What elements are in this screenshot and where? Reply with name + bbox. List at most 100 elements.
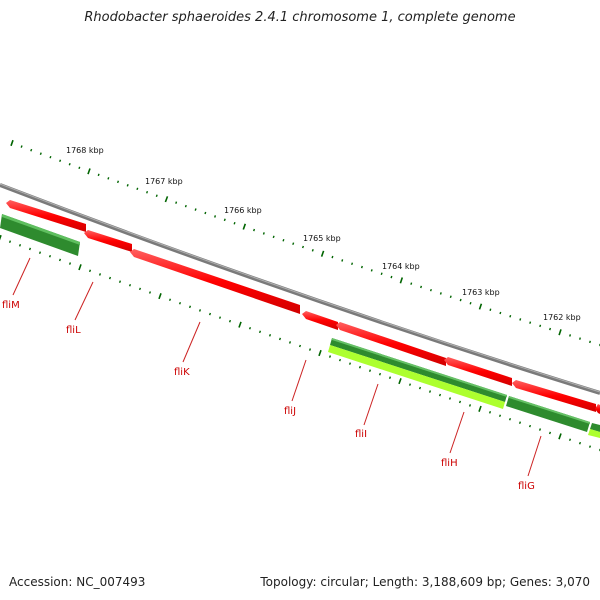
cds-bar-fliI[interactable] <box>330 338 507 402</box>
inner-tick-31 <box>308 348 312 351</box>
outer-tick-49 <box>489 308 492 311</box>
inner-tick-11 <box>108 276 112 280</box>
gene-label-fliI[interactable]: fliI <box>355 429 367 440</box>
inner-tick-37 <box>368 369 372 372</box>
cds-bars <box>0 214 600 438</box>
outer-tick-row <box>10 139 600 347</box>
inner-tick-row <box>0 234 600 452</box>
gene-arrow-fliL[interactable] <box>84 230 132 252</box>
outer-tick-13 <box>136 187 139 191</box>
outer-tick-18 <box>184 204 187 208</box>
gene-arrow-fliJ[interactable] <box>302 311 338 330</box>
map-title: Rhodobacter sphaeroides 2.4.1 chromosome… <box>84 10 516 25</box>
outer-tick-40 <box>399 277 404 284</box>
outer-tick-17 <box>175 201 178 204</box>
outer-tick-0 <box>10 139 14 147</box>
outer-tick-55 <box>549 327 552 331</box>
outer-tick-35 <box>351 262 354 266</box>
outer-tick-8 <box>87 168 91 175</box>
inner-tick-23 <box>228 319 232 323</box>
tick-label-1767: 1767 kbp <box>145 177 183 186</box>
outer-tick-41 <box>410 282 413 285</box>
inner-tick-21 <box>208 312 212 316</box>
inner-tick-59 <box>588 445 592 448</box>
outer-tick-15 <box>155 194 158 198</box>
inner-tick-14 <box>138 287 142 291</box>
outer-tick-54 <box>539 324 542 328</box>
tick-label-1766: 1766 kbp <box>224 206 262 215</box>
inner-tick-9 <box>88 269 92 273</box>
cds-bar-fliH[interactable] <box>506 396 590 432</box>
outer-tick-50 <box>499 311 502 315</box>
inner-tick-34 <box>338 358 342 362</box>
tick-label-1764: 1764 kbp <box>382 262 420 271</box>
gene-label-fliH[interactable]: fliH <box>441 458 458 469</box>
outer-tick-19 <box>194 208 197 211</box>
gene-arrow-fliI[interactable] <box>336 322 446 366</box>
inner-tick-22 <box>218 316 222 319</box>
gene-arrow-fliM[interactable] <box>6 200 86 232</box>
outer-tick-27 <box>272 235 275 239</box>
outer-tick-56 <box>558 329 562 336</box>
inner-tick-8 <box>78 264 82 271</box>
gene-arrow-fliH[interactable] <box>444 357 512 386</box>
outer-tick-21 <box>214 215 217 218</box>
inner-tick-41 <box>408 383 412 386</box>
outer-tick-33 <box>331 255 334 259</box>
backbone <box>0 183 600 395</box>
outer-tick-31 <box>311 249 314 252</box>
gene-arrow-next[interactable] <box>595 404 600 414</box>
inner-tick-13 <box>128 284 132 287</box>
inner-tick-0 <box>0 234 2 241</box>
inner-tick-30 <box>298 344 302 348</box>
gene-label-fliL[interactable]: fliL <box>66 325 81 336</box>
outer-tick-42 <box>420 285 423 289</box>
cds-bar-fliM[interactable] <box>0 214 80 256</box>
inner-tick-36 <box>358 365 362 369</box>
inner-tick-18 <box>178 301 182 305</box>
outer-tick-58 <box>579 337 581 340</box>
inner-tick-25 <box>248 326 252 330</box>
outer-tick-12 <box>126 184 129 187</box>
outer-tick-4 <box>49 155 52 159</box>
outer-tick-14 <box>146 190 149 194</box>
inner-tick-33 <box>328 355 332 358</box>
gene-arrows-forward <box>6 200 600 414</box>
outer-tick-29 <box>292 242 295 245</box>
outer-tick-59 <box>589 340 591 344</box>
cds-bar-fliI-light[interactable] <box>328 345 505 409</box>
inner-tick-20 <box>198 309 202 312</box>
inner-tick-58 <box>578 441 582 445</box>
inner-tick-10 <box>98 273 102 276</box>
inner-tick-27 <box>268 334 272 337</box>
inner-tick-53 <box>528 424 532 428</box>
inner-tick-24 <box>238 321 242 328</box>
outer-tick-43 <box>429 288 432 292</box>
gene-arrow-fliK[interactable] <box>130 249 300 314</box>
inner-tick-45 <box>448 397 452 400</box>
outer-tick-34 <box>341 259 344 262</box>
gene-label-fliK[interactable]: fliK <box>174 367 190 378</box>
tick-label-1762: 1762 kbp <box>543 313 581 322</box>
inner-tick-35 <box>348 362 352 365</box>
inner-tick-40 <box>398 378 402 385</box>
gene-label-fliM[interactable]: fliM <box>2 300 20 311</box>
outer-tick-5 <box>59 159 62 163</box>
gene-label-fliG[interactable]: fliG <box>518 481 535 492</box>
outer-tick-44 <box>439 292 442 295</box>
inner-tick-3 <box>28 247 32 251</box>
gene-arrow-fliG[interactable] <box>512 380 596 412</box>
outer-tick-28 <box>282 238 285 242</box>
inner-tick-12 <box>118 280 122 283</box>
outer-tick-23 <box>233 221 236 225</box>
inner-tick-56 <box>558 433 562 440</box>
inner-tick-6 <box>58 258 62 262</box>
inner-tick-57 <box>568 438 572 442</box>
gene-label-fliJ[interactable]: fliJ <box>284 406 296 417</box>
outer-tick-37 <box>370 269 373 272</box>
outer-tick-16 <box>164 196 169 203</box>
outer-tick-9 <box>97 173 100 177</box>
gene-labels: fliM fliL fliK fliJ fliI fliH fliG <box>2 300 535 492</box>
outer-tick-24 <box>242 223 247 230</box>
inner-tick-28 <box>278 337 282 341</box>
